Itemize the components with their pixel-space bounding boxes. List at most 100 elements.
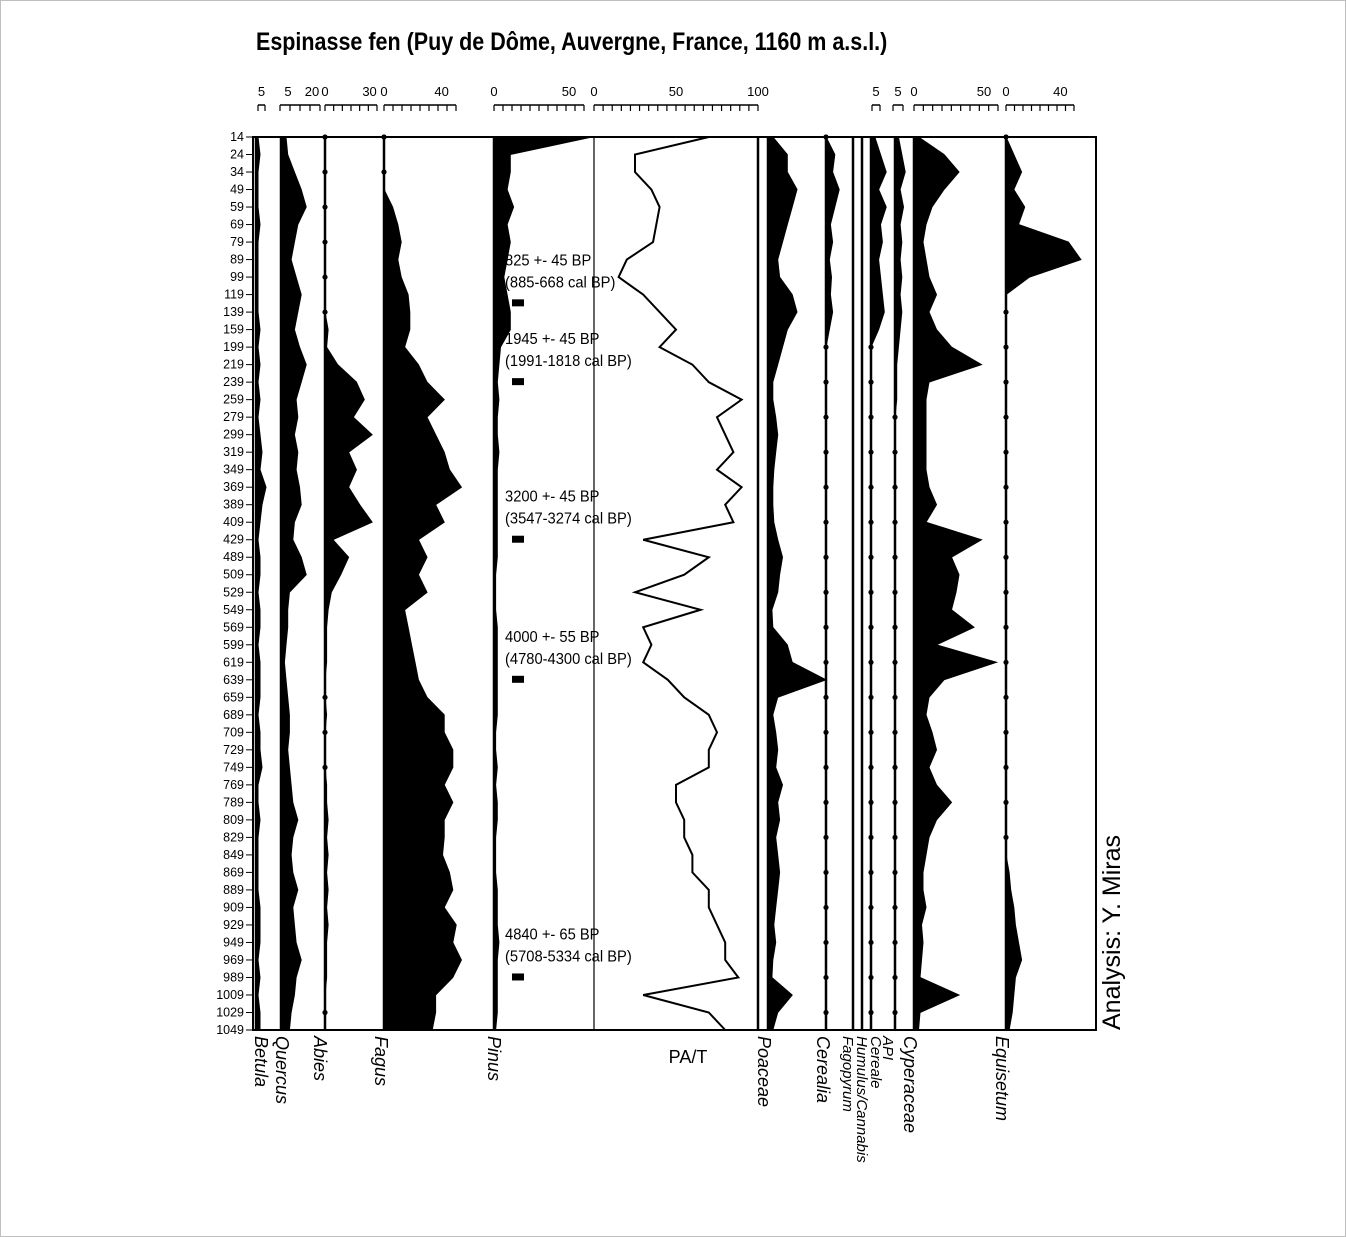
abies-trace-dot	[322, 274, 328, 280]
api-trace-dot	[892, 659, 898, 665]
abies-trace-dot	[322, 1009, 328, 1016]
cereale-trace-dot	[868, 1009, 874, 1016]
depth-label: 619	[223, 655, 244, 669]
api-trace-dot	[892, 939, 898, 946]
api-trace-dot	[892, 624, 898, 630]
cerealia-trace-dot	[823, 904, 829, 911]
cerealia-trace-dot	[823, 939, 829, 946]
equisetum-trace-dot	[1003, 134, 1009, 140]
depth-label: 1049	[216, 1023, 244, 1037]
depth-label: 389	[223, 498, 244, 512]
depth-label: 69	[230, 218, 244, 232]
depth-label: 429	[223, 533, 244, 547]
api-trace-dot	[892, 589, 898, 595]
abies-trace-dot	[322, 239, 328, 245]
betula-area	[255, 136, 267, 1031]
depth-label: 769	[223, 778, 244, 792]
cereale-trace-dot	[868, 904, 874, 911]
depth-label: 409	[223, 515, 244, 529]
equisetum-trace-dot	[1003, 764, 1009, 770]
fagus-label: Fagus	[371, 1036, 391, 1086]
depth-label: 789	[223, 795, 244, 809]
abies-trace-dot	[322, 169, 328, 175]
equisetum-trace-dot	[1003, 694, 1009, 700]
date-label-bp: 825 +- 45 BP	[505, 252, 591, 270]
cereale-trace-dot	[868, 799, 874, 805]
abies-area	[324, 137, 373, 1030]
cerealia-trace-dot	[823, 729, 829, 735]
api-trace-dot	[892, 834, 898, 840]
cerealia-trace-dot	[823, 414, 829, 420]
api-trace-dot	[892, 1009, 898, 1016]
api-trace-dot	[892, 449, 898, 455]
date-marker	[512, 973, 524, 981]
pat-curve	[617, 136, 744, 1031]
date-label-cal: (3547-3274 cal BP)	[505, 510, 632, 528]
depth-label: 99	[230, 270, 244, 284]
cerealia-trace-dot	[823, 659, 829, 665]
betula-label: Betula	[251, 1036, 271, 1087]
api-trace-dot	[892, 974, 898, 981]
cyperaceae-tick-label: 0	[910, 84, 917, 99]
api-trace-dot	[892, 484, 898, 490]
depth-label: 349	[223, 463, 244, 477]
depth-label: 1029	[216, 1005, 244, 1019]
cereale-tick-label: 5	[872, 84, 879, 99]
equisetum-tick-label: 40	[1053, 84, 1067, 99]
date-label-cal: (1991-1818 cal BP)	[505, 353, 632, 371]
equisetum-trace-dot	[1003, 554, 1009, 560]
api-label: API	[879, 1035, 896, 1060]
cereale-trace-dot	[868, 484, 874, 490]
depth-label: 219	[223, 358, 244, 372]
date-label-cal: (4780-4300 cal BP)	[505, 650, 632, 668]
depth-label: 749	[223, 760, 244, 774]
equisetum-trace-dot	[1003, 519, 1009, 525]
date-marker	[512, 675, 524, 683]
api-trace-dot	[892, 729, 898, 735]
fagus-trace-dot	[381, 134, 387, 140]
depth-label: 549	[223, 603, 244, 617]
cerealia-trace-dot	[823, 484, 829, 490]
equisetum-trace-dot	[1003, 379, 1009, 385]
date-label-bp: 3200 +- 45 BP	[505, 488, 599, 506]
equisetum-trace-dot	[1003, 624, 1009, 630]
equisetum-trace-dot	[1003, 344, 1009, 350]
cereale-trace-dot	[868, 659, 874, 665]
cerealia-label: Cerealia	[813, 1036, 833, 1103]
chart-title: Espinasse fen (Puy de Dôme, Auvergne, Fr…	[256, 28, 888, 56]
api-tick-label: 5	[894, 84, 901, 99]
depth-label: 569	[223, 620, 244, 634]
cerealia-trace-dot	[823, 344, 829, 350]
fagus-tick-label: 40	[434, 84, 448, 99]
depth-label: 1009	[216, 988, 244, 1002]
cerealia-trace-dot	[823, 834, 829, 840]
abies-trace-dot	[322, 694, 328, 700]
abies-trace-dot	[322, 309, 328, 315]
abies-trace-dot	[322, 204, 328, 210]
pinus-tick-label: 50	[562, 84, 576, 99]
cyperaceae-tick-label: 50	[977, 84, 991, 99]
equisetum-trace-dot	[1003, 834, 1009, 840]
api-trace-dot	[892, 694, 898, 700]
cereale-trace-dot	[868, 449, 874, 455]
pa-t-label: PA/T	[669, 1047, 708, 1067]
depth-label: 139	[223, 305, 244, 319]
cerealia-trace-dot	[823, 694, 829, 700]
cereale-trace-dot	[868, 589, 874, 595]
depth-label: 24	[230, 148, 244, 162]
poaceae-label: Poaceae	[754, 1036, 774, 1107]
cerealia-trace-dot	[823, 764, 829, 770]
equisetum-trace-dot	[1003, 729, 1009, 735]
equisetum-tick-label: 0	[1002, 84, 1009, 99]
cerealia-trace-dot	[823, 449, 829, 455]
depth-label: 599	[223, 638, 244, 652]
cereale-label: Cereale	[867, 1036, 884, 1089]
quercus-tick-label: 5	[284, 84, 291, 99]
cereale-trace-dot	[868, 554, 874, 560]
quercus-area	[280, 136, 307, 1031]
cereale-trace-dot	[868, 764, 874, 770]
abies-trace-dot	[322, 764, 328, 770]
cerealia-trace-dot	[823, 554, 829, 560]
depth-label: 709	[223, 725, 244, 739]
depth-label: 199	[223, 340, 244, 354]
